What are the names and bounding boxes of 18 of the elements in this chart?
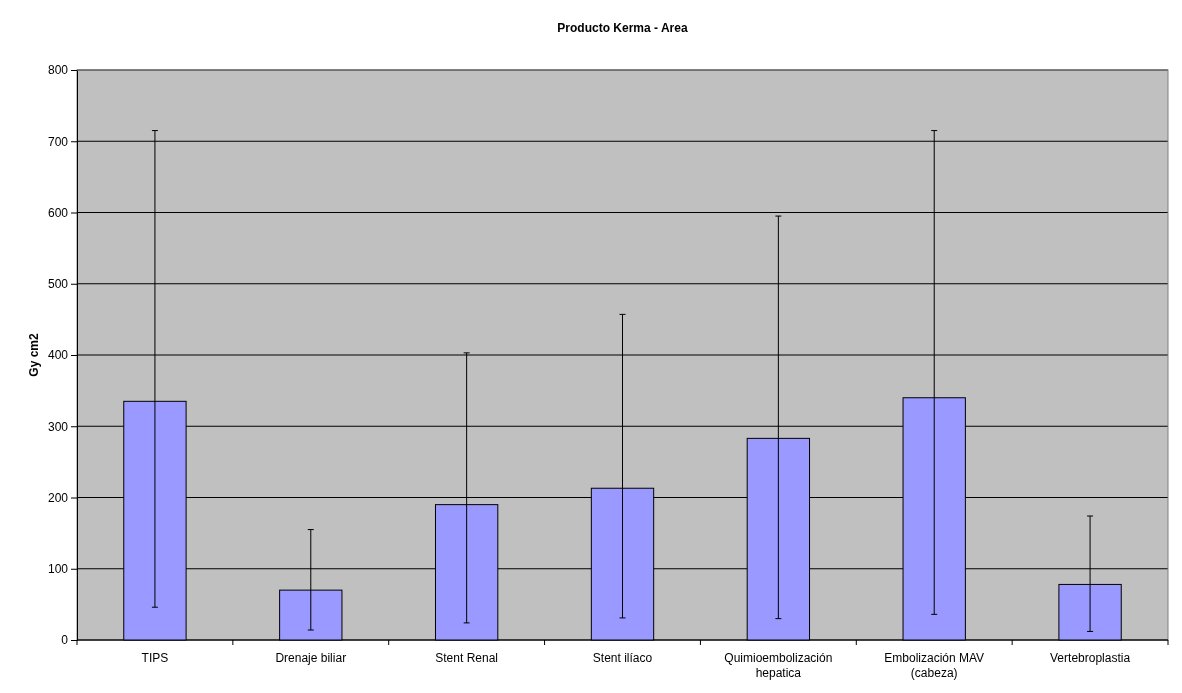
y-tick-label: 700 [47, 134, 69, 149]
y-tick-label: 300 [47, 419, 69, 434]
x-tick-label: Stent Renal [435, 651, 498, 665]
y-tick-label: 0 [61, 633, 69, 648]
y-tick-label: 500 [47, 277, 69, 292]
x-tick-label: Quimioembolización hepatica [724, 651, 833, 680]
x-tick-label: Vertebroplastia [1050, 651, 1131, 665]
x-tick-label: Stent ilíaco [592, 651, 653, 665]
x-tick-label: Drenaje biliar [275, 651, 347, 665]
x-tick-label: TIPS [141, 651, 169, 665]
y-tick-label: 800 [47, 63, 69, 78]
y-tick-label: 600 [47, 205, 69, 220]
chart-title: Producto Kerma - Area [557, 21, 688, 35]
y-axis-title: Gy cm2 [27, 332, 41, 377]
x-tick-label: Embolización MAV (cabeza) [884, 651, 985, 680]
y-tick-label: 200 [47, 490, 69, 505]
y-tick-label: 100 [47, 562, 69, 577]
y-tick-label: 400 [47, 348, 69, 363]
